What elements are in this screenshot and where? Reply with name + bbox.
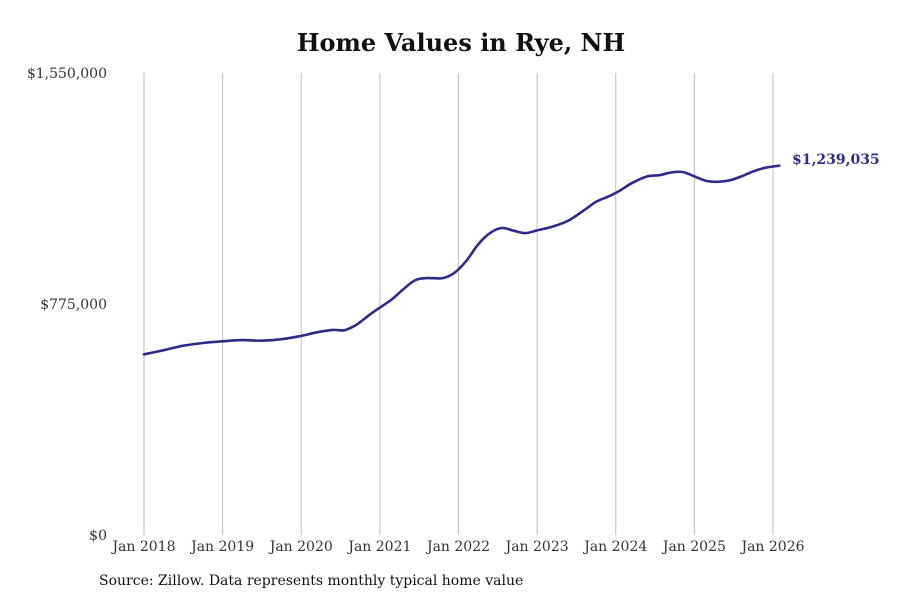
- y-axis-ticks: $0 $775,000 $1,550,000: [27, 66, 107, 544]
- x-tick-label: Jan 2021: [346, 539, 411, 555]
- x-tick-label: Jan 2018: [110, 539, 175, 555]
- last-value-label: $1,239,035: [792, 152, 880, 168]
- x-axis-ticks: Jan 2018 Jan 2019 Jan 2020 Jan 2021 Jan 2022…: [110, 539, 804, 555]
- x-tick-label: Jan 2020: [268, 539, 333, 555]
- x-tick-label: Jan 2023: [504, 539, 569, 555]
- x-tick-label: Jan 2024: [582, 539, 647, 555]
- x-tick-label: Jan 2025: [661, 539, 726, 555]
- chart-title: Home Values in Rye, NH: [297, 28, 625, 57]
- gridlines: [143, 73, 774, 535]
- source-note: Source: Zillow. Data represents monthly …: [99, 573, 524, 589]
- x-tick-label: Jan 2022: [425, 539, 490, 555]
- y-tick-label: $775,000: [40, 297, 107, 313]
- x-tick-label: Jan 2026: [739, 539, 804, 555]
- series-line-home-value: [142, 164, 781, 356]
- x-tick-label: Jan 2019: [189, 539, 254, 555]
- y-tick-label: $0: [89, 528, 107, 544]
- series-layer: [142, 164, 781, 356]
- y-tick-label: $1,550,000: [27, 66, 107, 82]
